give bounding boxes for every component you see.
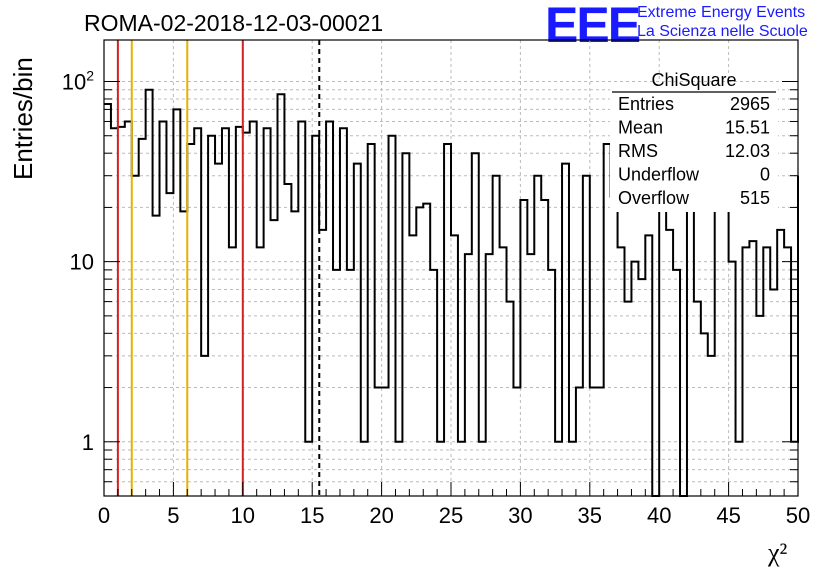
y-tick-label: 102 <box>62 68 94 95</box>
x-tick-label: 50 <box>786 503 810 528</box>
x-tick-label: 30 <box>508 503 532 528</box>
axes: 0 5 10 15 20 25 30 35 40 45 50 1 10 102 <box>62 39 810 528</box>
stats-label: RMS <box>618 141 658 161</box>
logo-line-1: Extreme Energy Events <box>637 4 806 21</box>
logo-line-2: La Scienza nelle Scuole <box>637 23 808 40</box>
x-tick-label: 25 <box>439 503 463 528</box>
x-axis-label: χ² <box>768 538 788 567</box>
stats-value: 15.51 <box>725 118 770 138</box>
x-tick-label: 0 <box>98 503 110 528</box>
stats-value: 2965 <box>730 94 770 114</box>
stats-label: Underflow <box>618 165 700 185</box>
stats-label: Mean <box>618 118 663 138</box>
x-tick-label: 45 <box>716 503 740 528</box>
stats-value: 0 <box>760 165 770 185</box>
x-tick-label: 10 <box>231 503 255 528</box>
stats-name: ChiSquare <box>651 70 736 90</box>
x-tick-label: 20 <box>369 503 393 528</box>
stats-value: 515 <box>740 188 770 208</box>
marker-lines <box>116 40 321 496</box>
x-tick-label: 5 <box>167 503 179 528</box>
x-tick-label: 40 <box>647 503 671 528</box>
stats-box-bg <box>610 82 778 212</box>
stats-value: 12.03 <box>725 141 770 161</box>
y-tick-label: 10 <box>70 250 94 275</box>
x-tick-label: 35 <box>578 503 602 528</box>
stats-label: Entries <box>618 94 674 114</box>
x-tick-label: 15 <box>300 503 324 528</box>
y-tick-label: 1 <box>82 430 94 455</box>
chart-title: ROMA-02-2018-12-03-00021 <box>84 10 384 36</box>
stats-box: ChiSquare Entries 2965 Mean 15.51 RMS 12.03 Und… <box>610 70 778 212</box>
eee-logo: EEE <box>545 0 641 53</box>
stats-label: Overflow <box>618 188 690 208</box>
